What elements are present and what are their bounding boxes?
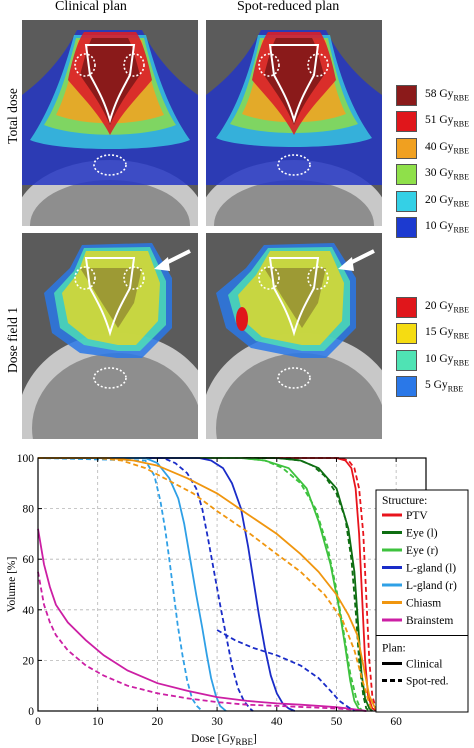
total-dose-legend-label: 10 GyRBE <box>425 220 469 235</box>
total-dose-legend-label: 30 GyRBE <box>425 167 469 182</box>
y-tick-label: 20 <box>23 655 35 667</box>
y-tick-label: 100 <box>17 453 35 465</box>
field-dose-legend-item: 10 GyRBE <box>396 349 469 371</box>
legend-series-label: Eye (r) <box>406 545 438 557</box>
legend-plan-label: Spot-red. <box>406 676 449 688</box>
ct-dose-image-total-spot-reduced <box>206 20 382 226</box>
legend-series-label: PTV <box>406 510 428 522</box>
legend-structure-title: Structure: <box>382 495 427 507</box>
column-title-spot-reduced: Spot-reduced plan <box>237 0 340 14</box>
series-line-clinical <box>38 457 379 712</box>
dvh-chart: 0 10 20 30 40 50 60 0 20 40 60 80 100 Dose [GyRBE] Vol… <box>6 453 469 747</box>
y-tick-label: 60 <box>23 554 35 566</box>
series-line-spot-reduced <box>37 457 203 712</box>
field-dose-legend-label: 5 GyRBE <box>425 379 464 394</box>
total-dose-legend-swatch <box>396 190 417 212</box>
total-dose-legend-swatch <box>396 164 417 185</box>
series-line-clinical <box>38 457 379 712</box>
series-line-clinical <box>38 457 296 712</box>
total-dose-legend-item: 51 GyRBE <box>396 111 469 133</box>
total-dose-legend-swatch <box>396 217 417 238</box>
column-title-clinical: Clinical plan <box>55 0 127 14</box>
field-dose-legend-swatch <box>396 349 417 371</box>
total-dose-legend-swatch <box>396 137 417 159</box>
y-axis-label: Volume [%] <box>6 557 18 613</box>
total-dose-legend-label: 40 GyRBE <box>425 140 469 156</box>
x-tick-label: 40 <box>271 716 283 728</box>
series-line-spot-reduced <box>38 457 374 712</box>
y-tick-label: 80 <box>23 504 35 516</box>
series-line-spot-reduced <box>38 457 382 712</box>
y-tick-label: 40 <box>23 605 35 617</box>
series-line-spot-reduced <box>37 571 367 712</box>
legend-series-label: Eye (l) <box>406 528 438 540</box>
field-dose-legend-label: 15 GyRBE <box>425 326 469 341</box>
x-tick-label: 20 <box>152 716 164 728</box>
total-dose-legend-label: 51 GyRBE <box>425 114 469 129</box>
x-tick-label: 50 <box>331 716 343 728</box>
field-dose-legend-item: 15 GyRBE <box>396 323 469 345</box>
x-axis-label: Dose [GyRBE] <box>191 733 257 747</box>
field-dose-legend-swatch <box>396 323 417 344</box>
ct-dose-image-field1-clinical <box>22 233 198 439</box>
total-dose-legend-swatch <box>396 111 417 132</box>
series-line-clinical <box>38 457 373 712</box>
ct-dose-image-field1-spot-reduced <box>206 233 382 439</box>
series-line-spot-reduced <box>38 457 254 712</box>
y-tick-label: 0 <box>28 706 34 718</box>
total-dose-legend-item: 30 GyRBE <box>396 164 469 186</box>
total-dose-legend-label: 20 GyRBE <box>425 193 469 209</box>
plot-frame <box>37 457 427 712</box>
x-tick-label: 60 <box>390 716 402 728</box>
total-dose-legend-item: 10 GyRBE <box>396 217 469 239</box>
x-tick-label: 30 <box>211 716 223 728</box>
field-dose-legend-swatch <box>396 296 417 318</box>
ct-dose-image-total-clinical <box>22 20 198 226</box>
legend-plan-label: Clinical <box>406 659 442 671</box>
x-tick-label: 10 <box>92 716 104 728</box>
legend-series-label: L-gland (r) <box>406 580 457 592</box>
total-dose-legend-item: 58 GyRBE <box>396 84 469 106</box>
legend-series-label: L-gland (l) <box>406 563 456 575</box>
row-label-dose-field-1: Dose field 1 <box>5 307 20 373</box>
legend-plan-title: Plan: <box>382 643 406 655</box>
field-dose-legend-item: 5 GyRBE <box>396 376 463 398</box>
x-tick-label: 0 <box>35 716 41 728</box>
legend-series-label: Brainstem <box>406 615 453 627</box>
total-dose-legend-label: 58 GyRBE <box>425 87 469 103</box>
field-dose-legend-label: 10 GyRBE <box>425 352 469 368</box>
total-dose-legend-item: 20 GyRBE <box>396 190 469 212</box>
series-line-clinical <box>37 528 367 712</box>
series-line-spot-reduced <box>38 457 364 712</box>
total-dose-legend-swatch <box>396 84 417 106</box>
total-dose-legend-item: 40 GyRBE <box>396 137 469 159</box>
legend-series-label: Chiasm <box>406 598 441 610</box>
field-dose-legend-swatch <box>396 376 417 397</box>
row-label-total-dose: Total dose <box>5 88 20 144</box>
series-line-spot-reduced <box>38 457 371 712</box>
field-dose-legend-label: 20 GyRBE <box>425 299 469 315</box>
field-dose-legend-item: 20 GyRBE <box>396 296 469 318</box>
